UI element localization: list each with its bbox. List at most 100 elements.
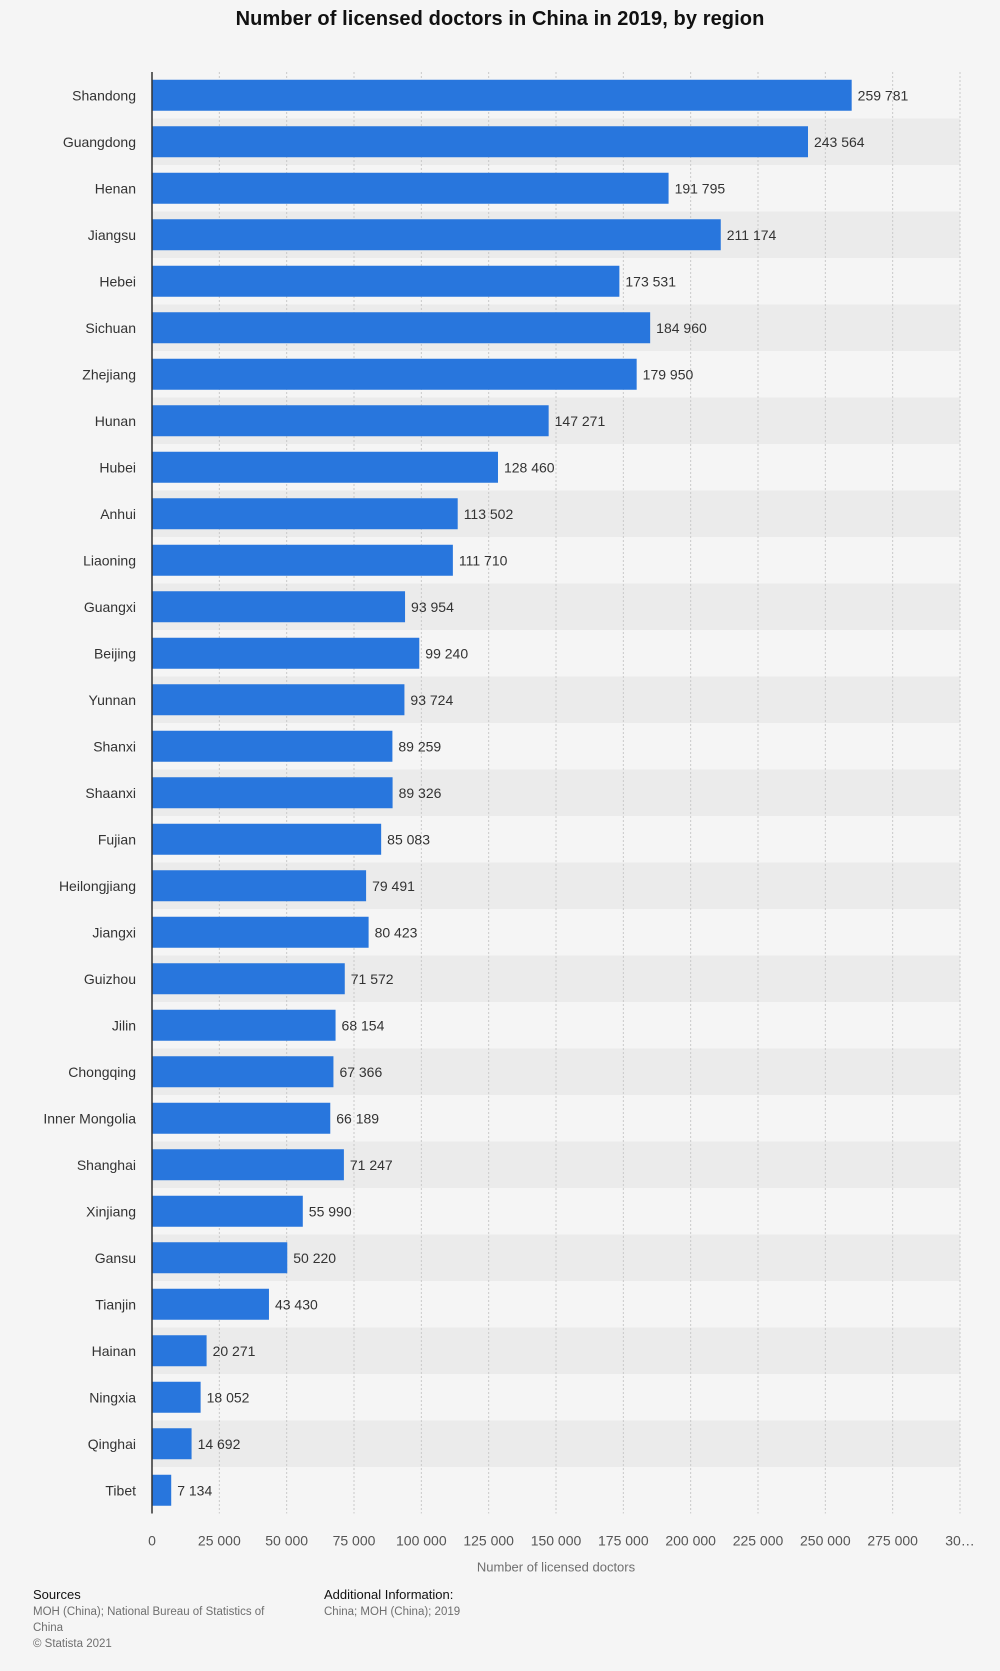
bar [152,823,382,855]
value-label: 85 083 [387,831,430,847]
x-tick-label: 200 000 [665,1533,716,1549]
value-label: 113 502 [464,506,514,522]
category-label: Jiangsu [88,227,136,243]
sources-text: MOH (China); National Bureau of Statisti… [33,1606,265,1634]
category-label: Guangdong [63,134,136,150]
category-label: Jiangxi [92,924,136,940]
value-label: 55 990 [309,1203,352,1219]
bar [152,1056,334,1088]
x-tick-label: 0 [148,1533,156,1549]
x-tick-label: 25 000 [198,1533,241,1549]
category-label: Liaoning [83,552,136,568]
category-label: Tibet [105,1482,136,1498]
chart-title: Number of licensed doctors in China in 2… [235,8,765,30]
x-tick-label: 275 000 [867,1533,918,1549]
bar [152,1009,336,1041]
value-label: 66 189 [336,1110,379,1126]
value-label: 80 423 [375,924,418,940]
bar [152,79,852,111]
category-label: Qinghai [88,1436,136,1452]
x-tick-label: 225 000 [733,1533,784,1549]
category-label: Inner Mongolia [43,1110,136,1126]
category-label: Xinjiang [86,1203,136,1219]
value-label: 173 531 [625,273,676,289]
category-label: Guangxi [84,599,136,615]
bar [152,1381,201,1413]
additional-info-heading: Additional Information: [324,1587,454,1602]
x-tick-label: 75 000 [333,1533,376,1549]
value-label: 20 271 [213,1343,256,1359]
value-label: 18 052 [207,1389,250,1405]
category-label: Sichuan [85,320,136,336]
value-label: 191 795 [675,180,726,196]
bar [152,172,669,204]
bars [152,79,852,1506]
category-labels: Shandong Guangdong Henan Jiangsu Hebei Sichua… [43,87,136,1498]
sources-heading: Sources [33,1587,81,1602]
value-labels: 259 781 243 564 191 795 211 174 173 531 184 9… [177,87,908,1498]
category-label: Chongqing [68,1064,136,1080]
category-label: Zhejiang [82,366,136,382]
value-label: 89 259 [398,738,441,754]
bar [152,637,420,669]
x-axis-title: Number of licensed doctors [477,1560,636,1575]
bar [152,684,405,716]
category-label: Hebei [99,273,136,289]
category-label: Tianjin [95,1296,136,1312]
bar [152,219,721,251]
x-tick-label: 150 000 [531,1533,582,1549]
category-label: Yunnan [89,692,137,708]
additional-info-block: Additional Information: China; MOH (Chin… [324,1587,624,1620]
category-label: Heilongjiang [59,878,136,894]
value-label: 184 960 [656,320,707,336]
x-tick-label: 100 000 [396,1533,447,1549]
bar [152,126,808,158]
category-label: Henan [95,180,136,196]
value-label: 67 366 [339,1064,382,1080]
bar-chart: 259 781 243 564 191 795 211 174 173 531 184 9… [43,72,975,1575]
category-label: Fujian [98,831,136,847]
category-label: Ningxia [89,1389,136,1405]
bar [152,312,651,344]
bar [152,730,393,762]
bar [152,916,369,948]
row-band [152,1327,960,1374]
category-label: Gansu [95,1250,136,1266]
value-label: 68 154 [342,1017,385,1033]
category-label: Guizhou [84,971,136,987]
x-tick-label: 125 000 [463,1533,514,1549]
value-label: 43 430 [275,1296,318,1312]
category-label: Shanxi [93,738,136,754]
bar [152,870,367,902]
additional-info-text: China; MOH (China); 2019 [324,1606,461,1618]
category-label: Shandong [72,87,136,103]
value-label: 50 220 [293,1250,336,1266]
value-label: 111 710 [459,552,508,568]
value-label: 93 724 [410,692,453,708]
bar [152,265,620,297]
x-tick-label: 250 000 [800,1533,851,1549]
bar [152,777,393,809]
category-label: Anhui [100,506,136,522]
value-label: 243 564 [814,134,865,150]
category-label: Shanghai [77,1157,136,1173]
bar [152,1195,303,1227]
value-label: 71 572 [351,971,394,987]
bar [152,451,498,483]
bar [152,358,637,390]
category-label: Beijing [94,645,136,661]
category-label: Hainan [92,1343,136,1359]
x-tick-label: 175 000 [598,1533,649,1549]
x-axis-ticks: 0 25 000 50 000 75 000 100 000 125 000 150 000… [148,1533,975,1549]
category-label: Shaanxi [85,785,136,801]
category-label: Hunan [95,413,136,429]
bar [152,405,549,437]
bar [152,1335,207,1367]
bar [152,1149,344,1181]
bar [152,1428,192,1460]
value-label: 79 491 [372,878,415,894]
value-label: 93 954 [411,599,454,615]
sources-block: Sources MOH (China); National Bureau of … [33,1587,293,1652]
value-label: 211 174 [727,227,777,243]
